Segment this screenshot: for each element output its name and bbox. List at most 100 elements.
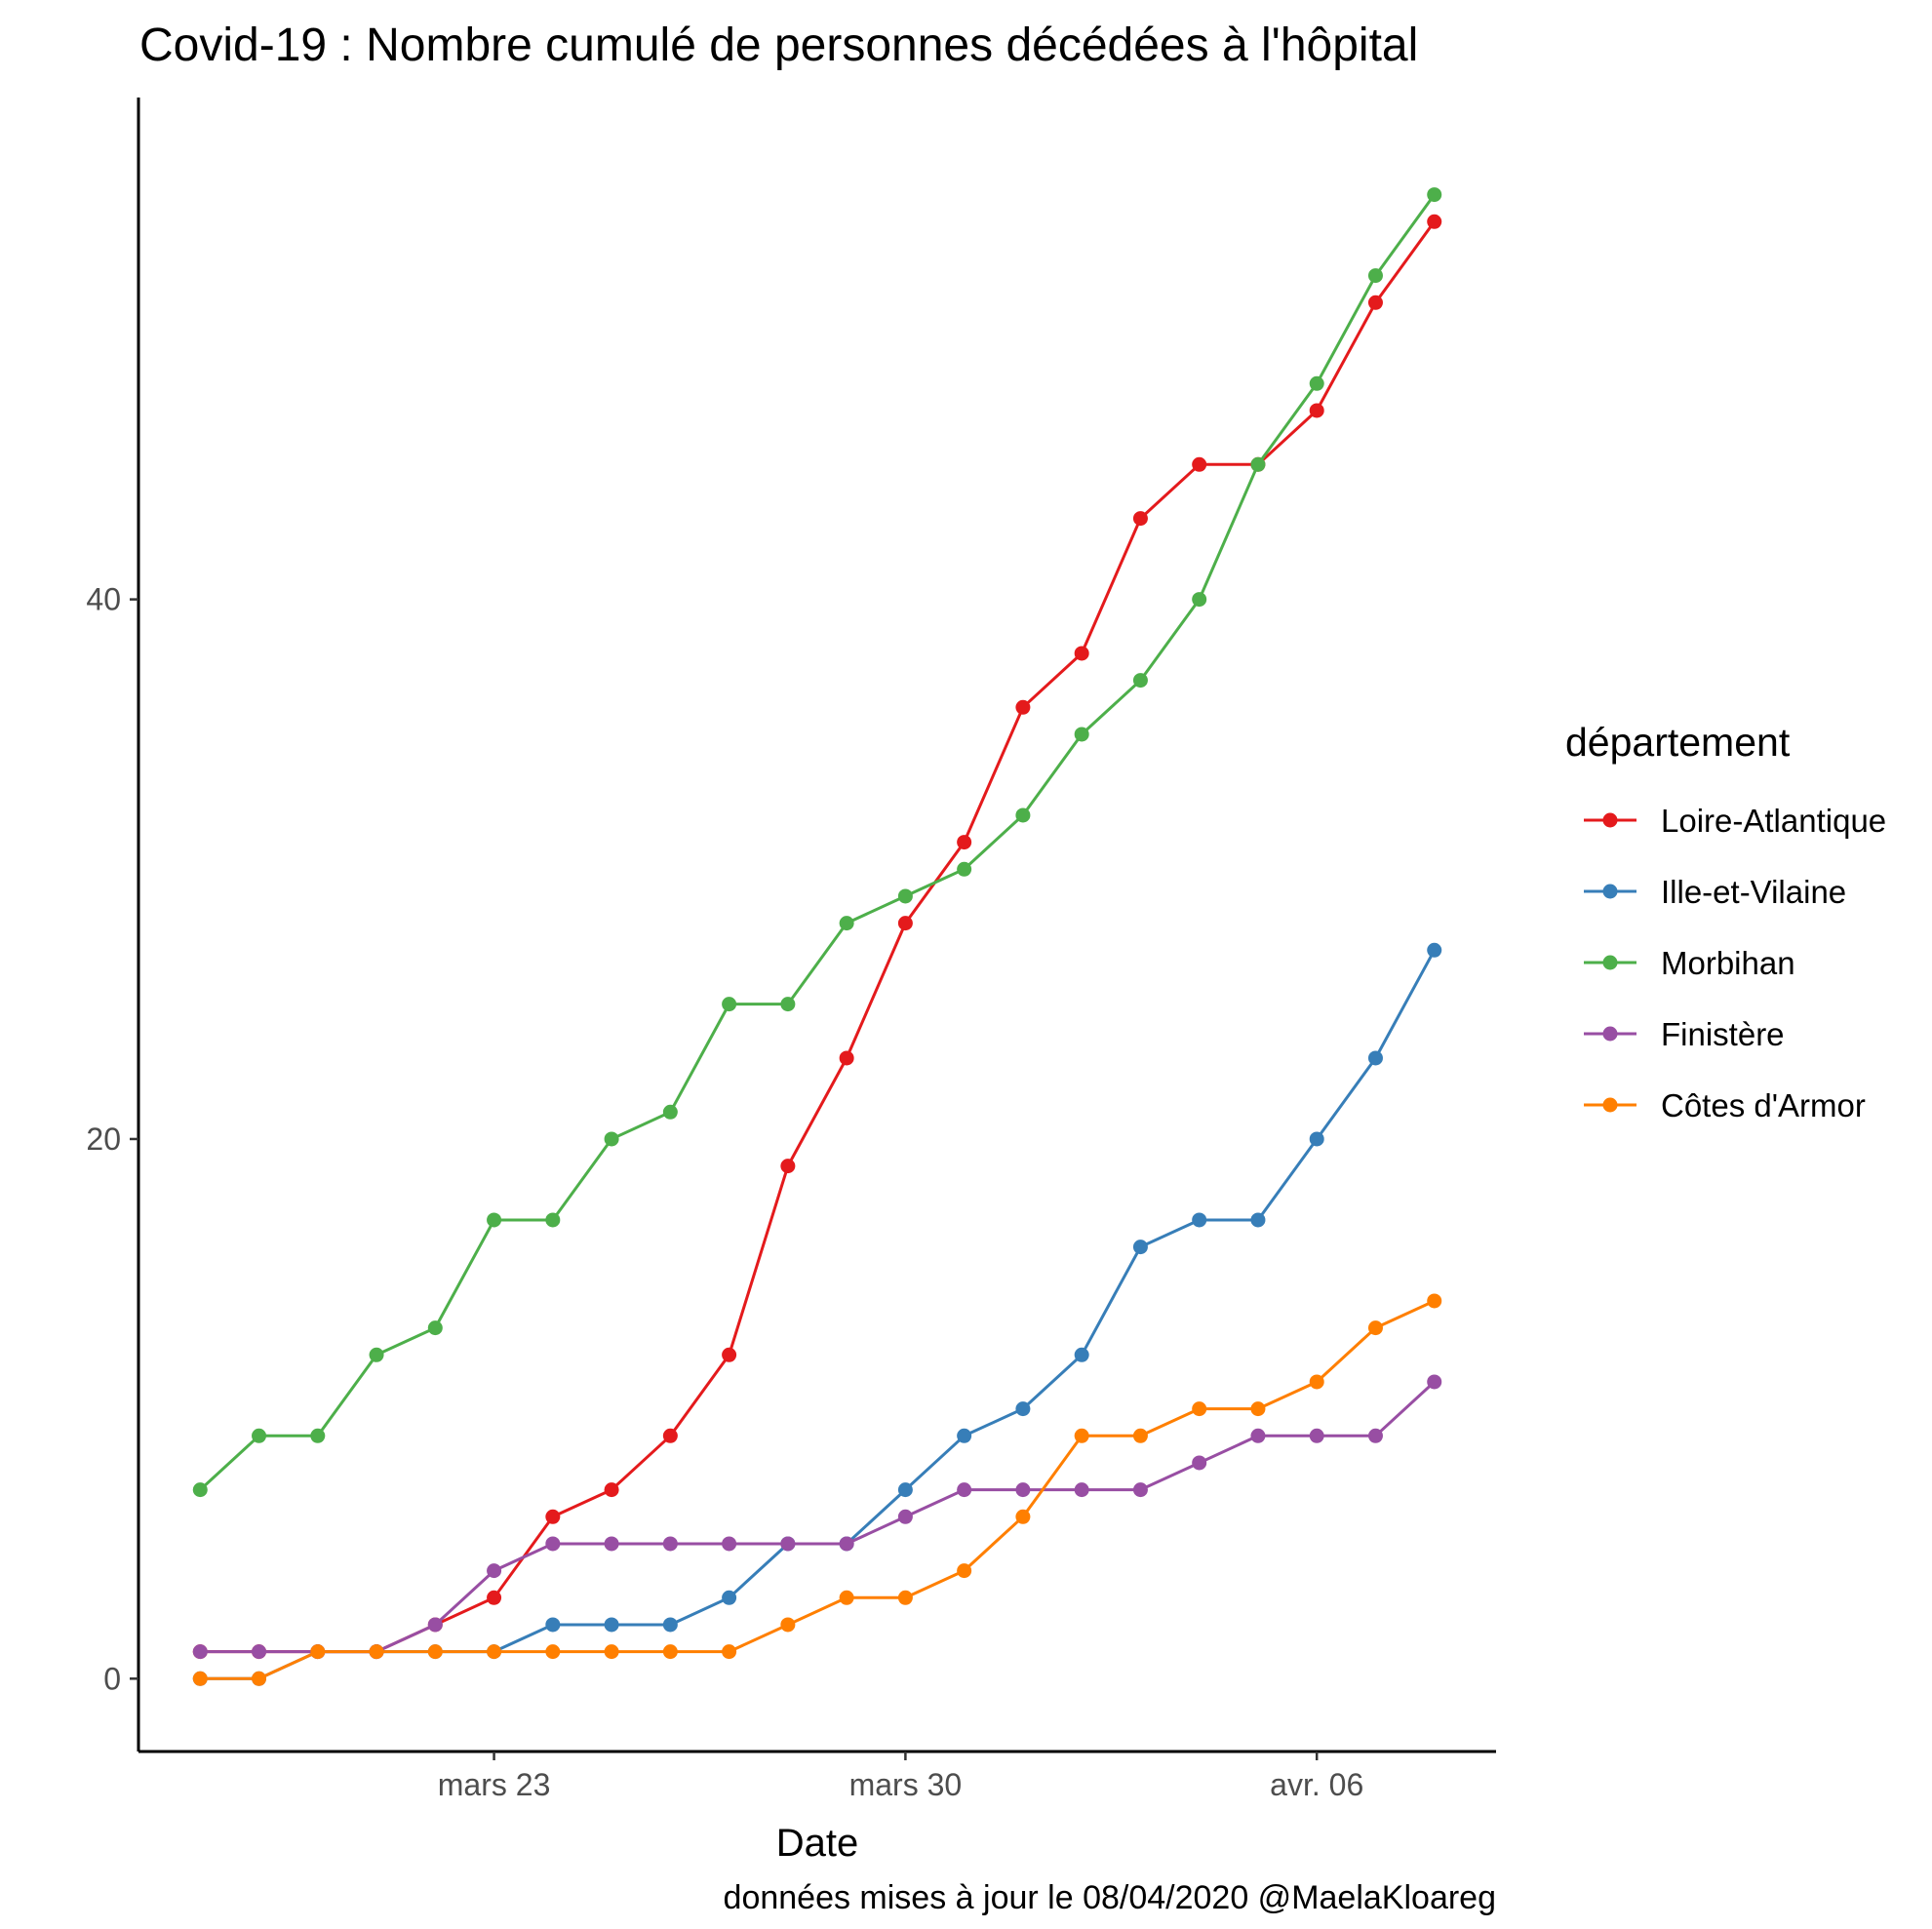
data-point bbox=[604, 1536, 619, 1552]
x-tick-label: mars 30 bbox=[849, 1767, 963, 1802]
data-point bbox=[1132, 1482, 1148, 1498]
legend-label: Côtes d'Armor bbox=[1661, 1087, 1866, 1123]
data-point bbox=[1250, 1428, 1266, 1443]
data-point bbox=[545, 1536, 561, 1552]
x-axis-ticks: mars 23 mars 30 avr. 06 bbox=[438, 1752, 1363, 1802]
data-point bbox=[1427, 214, 1442, 229]
series-line bbox=[200, 1299, 1436, 1680]
y-tick-label: 40 bbox=[86, 582, 121, 617]
data-point bbox=[1074, 1482, 1089, 1498]
data-point bbox=[487, 1590, 502, 1605]
data-point bbox=[1309, 1374, 1324, 1390]
legend-key-point bbox=[1602, 1026, 1618, 1042]
data-point bbox=[1015, 1401, 1031, 1417]
data-point bbox=[897, 1482, 913, 1498]
y-tick-label: 0 bbox=[103, 1661, 121, 1696]
data-point bbox=[1309, 403, 1324, 418]
data-point bbox=[722, 1536, 737, 1552]
x-tick-label: mars 23 bbox=[438, 1767, 551, 1802]
data-point bbox=[957, 1428, 972, 1443]
data-point bbox=[1309, 375, 1324, 391]
series-c-tes-d-armor bbox=[192, 1293, 1442, 1686]
data-point bbox=[780, 1536, 796, 1552]
data-point bbox=[722, 1347, 737, 1362]
data-point bbox=[369, 1644, 384, 1660]
data-point bbox=[487, 1644, 502, 1660]
data-point bbox=[1192, 1401, 1207, 1417]
data-point bbox=[897, 1509, 913, 1524]
data-point bbox=[192, 1671, 208, 1686]
data-point bbox=[1192, 592, 1207, 608]
data-point bbox=[545, 1644, 561, 1660]
data-point bbox=[604, 1617, 619, 1633]
series-morbihan bbox=[192, 187, 1442, 1498]
data-point bbox=[545, 1617, 561, 1633]
data-point bbox=[957, 1482, 972, 1498]
data-point bbox=[897, 888, 913, 904]
data-point bbox=[662, 1536, 678, 1552]
legend-title: département bbox=[1565, 720, 1791, 765]
data-point bbox=[310, 1644, 326, 1660]
data-point bbox=[897, 1590, 913, 1605]
legend-label: Morbihan bbox=[1661, 945, 1795, 981]
legend-key-point bbox=[1602, 812, 1618, 828]
data-point bbox=[780, 997, 796, 1012]
legend-label: Loire-Atlantique bbox=[1661, 803, 1886, 839]
data-point bbox=[545, 1509, 561, 1524]
series-ille-et-vilaine bbox=[192, 942, 1442, 1686]
data-point bbox=[839, 1536, 854, 1552]
legend-label: Ille-et-Vilaine bbox=[1661, 874, 1846, 910]
chart-title: Covid-19 : Nombre cumulé de personnes dé… bbox=[139, 20, 1418, 71]
data-point bbox=[545, 1212, 561, 1228]
data-point bbox=[1250, 1401, 1266, 1417]
data-point bbox=[1367, 295, 1383, 310]
data-point bbox=[662, 1617, 678, 1633]
data-point bbox=[1015, 1509, 1031, 1524]
legend-item: Finistère bbox=[1584, 1016, 1785, 1052]
data-point bbox=[780, 1617, 796, 1633]
data-point bbox=[1309, 1131, 1324, 1147]
data-point bbox=[1192, 1212, 1207, 1228]
data-point bbox=[427, 1617, 443, 1633]
data-point bbox=[1250, 456, 1266, 472]
series-line bbox=[200, 1380, 1436, 1654]
legend-key-point bbox=[1602, 1097, 1618, 1113]
y-axis-ticks: 0 20 40 bbox=[86, 582, 138, 1696]
data-point bbox=[604, 1482, 619, 1498]
data-point bbox=[1427, 942, 1442, 958]
data-point bbox=[722, 997, 737, 1012]
data-point bbox=[1074, 1428, 1089, 1443]
legend-key-point bbox=[1602, 884, 1618, 899]
data-point bbox=[252, 1644, 267, 1660]
series-loire-atlantique bbox=[192, 214, 1442, 1660]
data-point bbox=[487, 1212, 502, 1228]
data-point bbox=[957, 861, 972, 877]
legend-item: Ille-et-Vilaine bbox=[1584, 874, 1846, 910]
data-point bbox=[1427, 1374, 1442, 1390]
data-point bbox=[427, 1320, 443, 1336]
x-axis-title: Date bbox=[776, 1822, 859, 1865]
data-point bbox=[1367, 1320, 1383, 1336]
data-point bbox=[1015, 699, 1031, 715]
legend-item: Côtes d'Armor bbox=[1584, 1087, 1866, 1123]
data-point bbox=[487, 1563, 502, 1579]
data-point bbox=[1074, 1347, 1089, 1362]
data-point bbox=[604, 1644, 619, 1660]
data-point bbox=[1074, 646, 1089, 661]
series-line bbox=[199, 193, 1436, 1491]
legend-key-point bbox=[1602, 955, 1618, 970]
data-point bbox=[1367, 1428, 1383, 1443]
legend-label: Finistère bbox=[1661, 1016, 1785, 1052]
y-tick-label: 20 bbox=[86, 1122, 121, 1157]
data-point bbox=[310, 1428, 326, 1443]
data-point bbox=[369, 1347, 384, 1362]
data-point bbox=[957, 1563, 972, 1579]
data-point bbox=[1367, 1050, 1383, 1066]
data-point bbox=[1427, 1293, 1442, 1309]
data-point bbox=[1192, 1455, 1207, 1471]
data-point bbox=[662, 1644, 678, 1660]
data-point bbox=[780, 1159, 796, 1174]
data-point bbox=[722, 1590, 737, 1605]
data-point bbox=[192, 1482, 208, 1498]
data-point bbox=[957, 835, 972, 850]
